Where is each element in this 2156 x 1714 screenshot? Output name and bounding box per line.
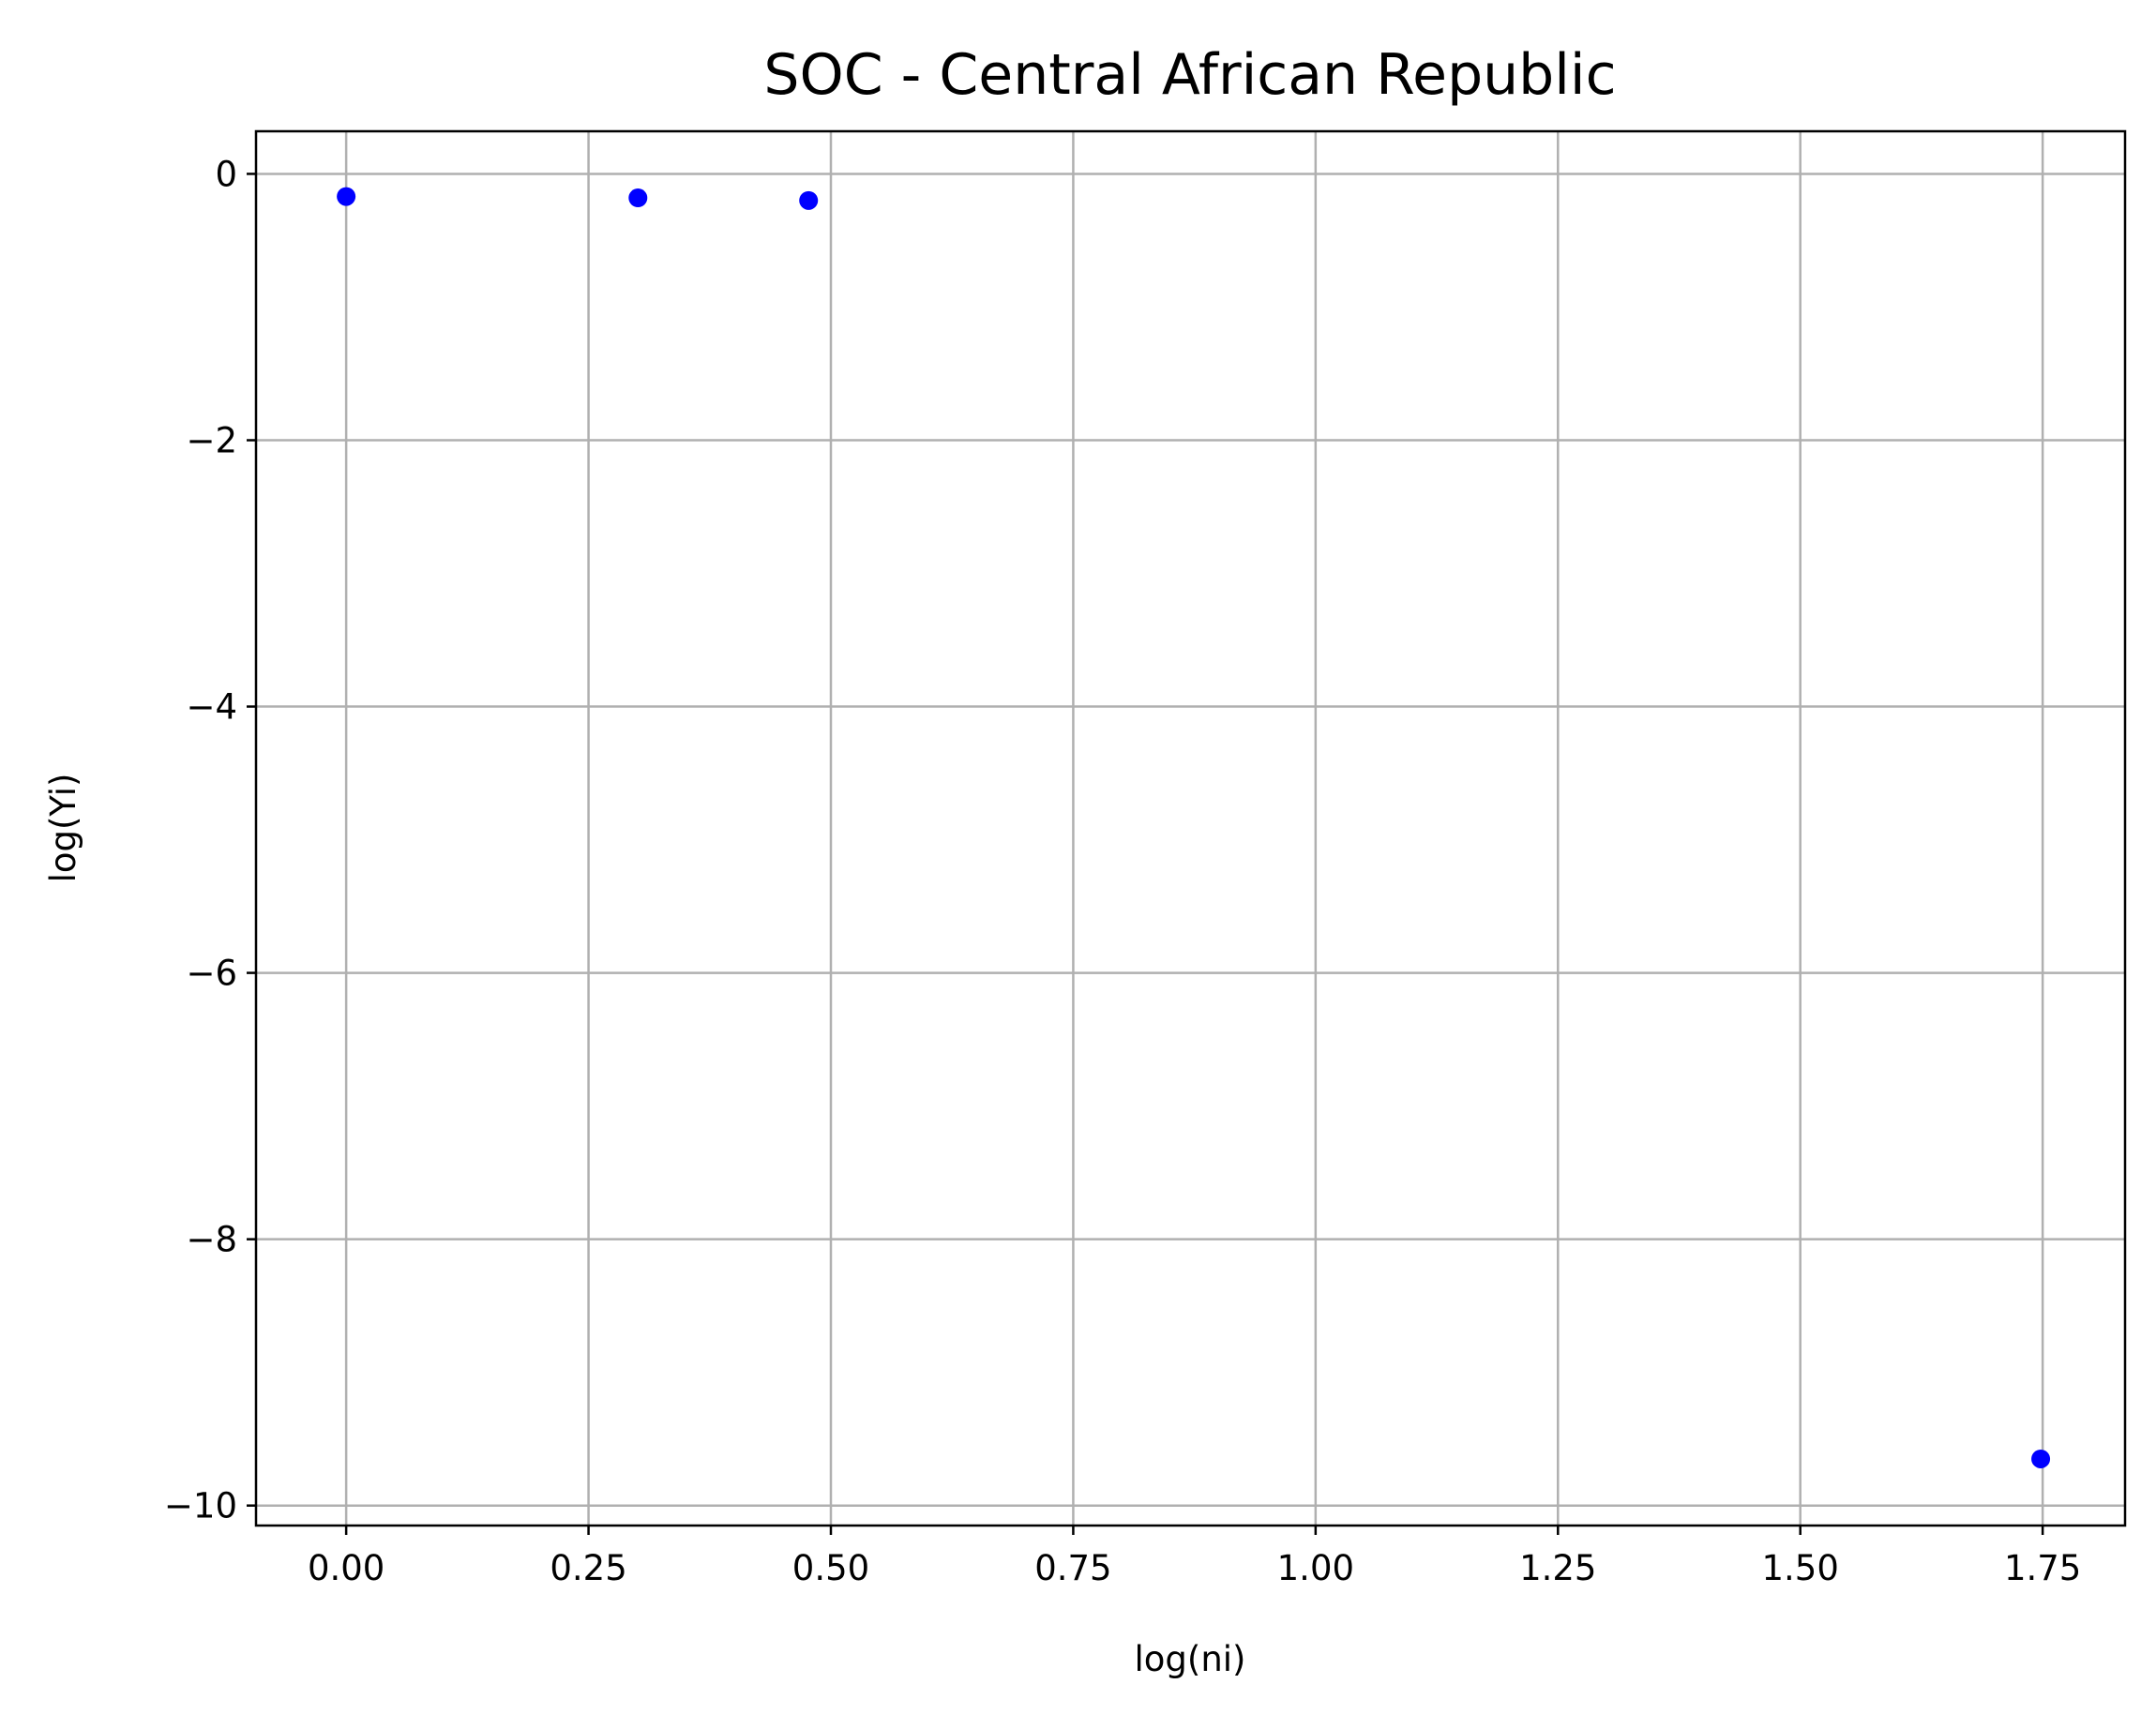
plot-area-frame: [254, 129, 2127, 1527]
grid-lines: [256, 131, 2125, 1526]
data-point: [2031, 1449, 2051, 1468]
y-tick-label: −6: [186, 954, 237, 994]
data-point: [337, 187, 356, 206]
data-point: [799, 190, 819, 210]
x-tick-label: 1.75: [2004, 1548, 2081, 1588]
x-tick-label: 1.00: [1277, 1548, 1354, 1588]
data-points: [337, 187, 2051, 1468]
data-point: [628, 188, 648, 208]
y-tick-label: 0: [215, 154, 237, 194]
x-tick-label: 0.50: [792, 1548, 869, 1588]
x-axis-ticks: 0.00 0.25 0.50 0.75 1.00 1.25 1.50 1.75: [308, 1526, 2081, 1588]
x-axis-label: log(ni): [1134, 1639, 1245, 1679]
x-tick-label: 0.00: [308, 1548, 384, 1588]
x-tick-label: 0.75: [1034, 1548, 1111, 1588]
y-tick-label: −8: [186, 1220, 237, 1260]
x-tick-label: 0.25: [550, 1548, 626, 1588]
y-axis-ticks: 0 −2 −4 −6 −8 −10: [164, 154, 256, 1526]
y-tick-label: −4: [186, 687, 237, 728]
y-axis-label: log(Yi): [43, 774, 83, 883]
x-tick-label: 1.50: [1762, 1548, 1839, 1588]
chart-title: SOC - Central African Republic: [763, 42, 1616, 108]
y-tick-label: −2: [186, 420, 237, 460]
y-tick-label: −10: [164, 1486, 237, 1526]
x-tick-label: 1.25: [1519, 1548, 1596, 1588]
